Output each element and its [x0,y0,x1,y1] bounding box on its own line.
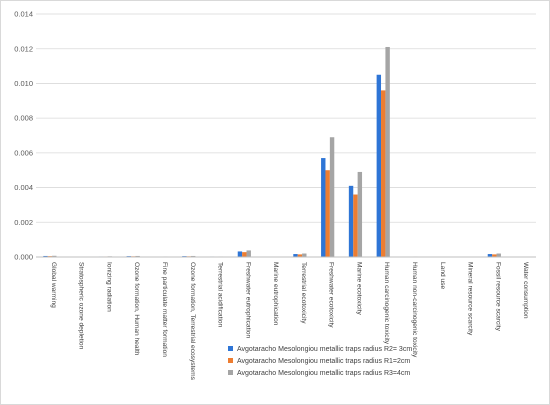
bar [353,194,358,257]
bar [357,171,363,257]
grid-lines [36,13,536,258]
x-category-label: Fine particulate matter formation [161,262,168,357]
x-category-label: Stratospheric ozone depletion [78,262,85,350]
bar [321,158,326,257]
bar [297,254,303,257]
bar [385,46,390,257]
legend-label: Avgotaracho Mesolongiou metallic traps r… [237,370,410,377]
legend-label: Avgotaracho Mesolongiou metallic traps r… [237,346,412,353]
y-tick-label: 0.006 [14,148,33,157]
bar [190,255,196,257]
x-category-label: Mineral resource scarcity [467,262,474,336]
bar [325,170,330,257]
x-category-label: Human non-carcinogenic toxicity [411,262,418,358]
legend-label: Avgotaracho Mesolongiou metallic traps r… [237,358,410,365]
y-tick-label: 0.012 [14,44,33,53]
x-category-label: Marine eutrophication [272,262,279,326]
x-category-label: Fossil resource scarcity [494,262,501,332]
x-category-label: Ozone formation, Terrestrial ecosystems [189,262,196,381]
bar [329,137,335,257]
x-category-label: Freshwater ecotoxicity [328,262,335,328]
y-tick-label: 0.008 [14,114,33,123]
x-category-label: Land use [439,262,446,289]
bar [43,255,48,257]
bars [43,46,529,257]
y-tick-label: 0.010 [14,79,33,88]
bar [52,255,57,257]
legend-swatch [228,370,233,375]
legend-swatch [228,346,233,351]
x-category-label: Marine ecotoxicity [355,262,362,315]
bar [242,252,247,257]
x-category-label: Water consumption [522,262,529,319]
x-category-label: Terrestrial acidification [217,262,224,328]
y-tick-label: 0.014 [14,10,33,19]
bar [237,251,243,257]
x-category-label: Human carcinogenic toxicity [383,262,390,345]
legend: Avgotaracho Mesolongiou metallic traps r… [228,346,412,377]
y-tick-label: 0.002 [14,218,33,227]
bar [302,253,307,257]
bar [135,255,140,257]
x-category-label: Freshwater eutrophication [244,262,251,339]
x-category-label: Terrestrial ecotoxicity [300,262,307,324]
y-tick-label: 0.000 [14,253,33,262]
bar [496,253,501,257]
x-category-label: Ionizing radiation [105,262,112,312]
bar [376,74,382,257]
bar [293,254,298,257]
bar [487,254,493,257]
bar [492,254,497,257]
bar [348,185,354,257]
x-category-label: Ozone formation, Human health [133,262,140,356]
legend-swatch [228,358,233,363]
x-category-label: Global warming [50,262,57,308]
bar [246,250,251,257]
bar [381,90,386,257]
y-axis-tick-labels: 0.000 0.002 0.004 0.006 0.008 0.010 0.012 0.014 [14,10,33,262]
x-axis-category-labels: Global warming Stratospheric ozone deplet… [50,262,529,381]
y-tick-label: 0.004 [14,183,33,192]
